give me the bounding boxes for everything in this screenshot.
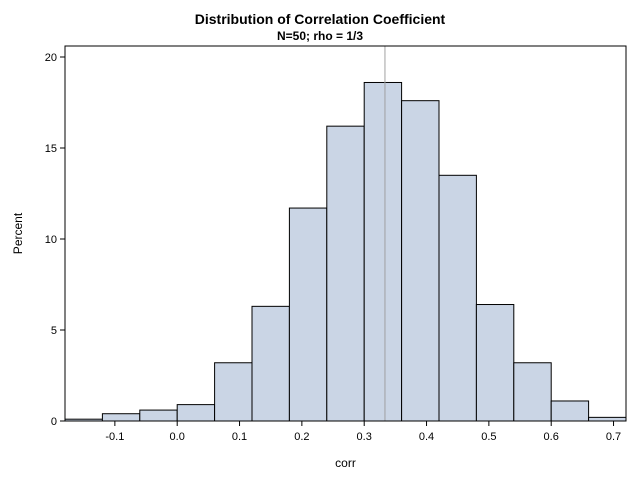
x-tick-label: -0.1 xyxy=(105,431,124,443)
y-tick-label: 0 xyxy=(51,416,57,428)
x-tick-label: 0.0 xyxy=(170,431,185,443)
plot-frame xyxy=(64,45,627,422)
x-axis: -0.1 0.0 0.1 0.2 0.3 0.4 0.5 0.6 0.7 xyxy=(105,421,621,443)
histogram-bar xyxy=(513,362,552,422)
y-tick-label: 20 xyxy=(45,52,57,64)
x-tick-label: 0.6 xyxy=(544,431,559,443)
histogram-bar xyxy=(550,400,590,422)
chart-subtitle: N=50; rho = 1/3 xyxy=(276,29,364,43)
x-tick-label: 0.5 xyxy=(481,431,496,443)
y-tick-label: 15 xyxy=(45,143,57,155)
histogram-bar xyxy=(139,409,178,422)
y-tick-label: 10 xyxy=(45,234,57,246)
histogram-bar xyxy=(101,413,141,422)
y-tick-label: 5 xyxy=(51,325,57,337)
plot-frame-group xyxy=(64,45,627,422)
x-tick-label: 0.1 xyxy=(232,431,247,443)
histogram-bar xyxy=(176,404,216,422)
histogram-bar xyxy=(401,100,440,422)
histogram-bar xyxy=(214,362,253,422)
histogram-bar xyxy=(363,81,403,422)
x-tick-label: 0.2 xyxy=(294,431,309,443)
histogram-bar xyxy=(438,174,477,422)
histogram-bar xyxy=(326,125,365,422)
histogram-bar xyxy=(588,416,627,422)
bar-group xyxy=(64,81,627,422)
x-axis-label: corr xyxy=(335,456,356,470)
x-tick-label: 0.7 xyxy=(606,431,621,443)
histogram-bar xyxy=(288,207,328,422)
x-tick-label: 0.3 xyxy=(357,431,372,443)
histogram-bar xyxy=(475,304,515,422)
y-axis-label: Percent xyxy=(11,212,25,254)
x-tick-label: 0.4 xyxy=(419,431,434,443)
chart-title: Distribution of Correlation Coefficient xyxy=(194,11,446,27)
y-axis: 0 5 10 15 20 xyxy=(45,52,65,428)
histogram-bar xyxy=(251,305,290,422)
